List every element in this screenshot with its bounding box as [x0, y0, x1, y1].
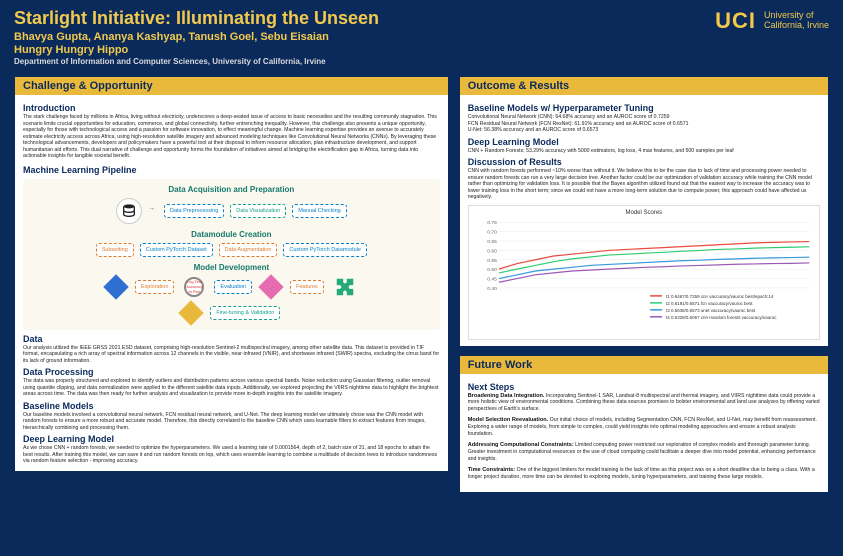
diamond-yellow-icon: [179, 300, 204, 325]
dataproc-heading: Data Processing: [23, 367, 440, 377]
challenge-panel: Challenge & Opportunity Introduction The…: [14, 76, 449, 472]
pipeline-diagram: Data Acquisition and Preparation Data Pr…: [23, 179, 440, 330]
chip-finetune: Fine-tuning & Validation: [210, 306, 280, 320]
chip-datamodule: Custom PyTorch Datamodule: [283, 243, 367, 257]
diamond-pink-icon: [258, 274, 283, 299]
poster-header: Starlight Initiative: Illuminating the U…: [0, 0, 843, 72]
results-panel: Outcome & Results Baseline Models w/ Hyp…: [459, 76, 829, 347]
chip-features: Features: [290, 280, 324, 294]
logo-subtext: University of California, Irvine: [764, 11, 829, 31]
chip-exploration: Exploration: [135, 280, 175, 294]
department: Department of Information and Computer S…: [14, 57, 829, 66]
model-scores-chart: Model Scores 0.40 0.45 0.50 0.55 0.60 0.65 0.7…: [468, 205, 820, 340]
bm-l3: U-Net: 56.38% accuracy and an AUROC scor…: [468, 127, 820, 134]
pipeline-s3-row: Exploration Log Test Accuracy In Run Eva…: [31, 276, 432, 298]
database-icon: [116, 198, 142, 224]
baseline-text: Our baseline models involved a convoluti…: [23, 412, 440, 432]
chip-subsetting: Subsetting: [96, 243, 134, 257]
data-text: Our analysis utilized the IEEE GRSS 2021…: [23, 345, 440, 365]
challenge-body: Introduction The stark challenge faced b…: [15, 95, 448, 471]
chart-svg: 0.40 0.45 0.50 0.55 0.60 0.65 0.70 0.75 t1 0.646…: [475, 218, 813, 328]
right-column: Outcome & Results Baseline Models w/ Hyp…: [459, 76, 829, 493]
uci-logo: UCI University of California, Irvine: [715, 8, 829, 34]
svg-text:0.50: 0.50: [487, 267, 497, 273]
pipeline-s2-title: Datamodule Creation: [31, 230, 432, 239]
results-body: Baseline Models w/ Hyperparameter Tuning…: [460, 95, 828, 346]
chart-title: Model Scores: [475, 210, 813, 216]
circle-icon: Log Test Accuracy In Run: [184, 277, 204, 297]
arrow-icon: [148, 210, 158, 211]
pipeline-heading: Machine Learning Pipeline: [23, 165, 440, 175]
dl-result-heading: Deep Learning Model: [468, 137, 820, 147]
pipeline-s3-row2: Fine-tuning & Validation: [31, 304, 432, 322]
future-heading: Future Work: [460, 356, 828, 374]
chip-evaluation: Evaluation: [214, 280, 252, 294]
intro-heading: Introduction: [23, 103, 440, 113]
baseline-heading: Baseline Models: [23, 401, 440, 411]
svg-text:0.45: 0.45: [487, 276, 497, 282]
future-item: Time Constraints: One of the biggest lim…: [468, 467, 820, 480]
discussion-heading: Discussion of Results: [468, 157, 820, 167]
team-name: Hungry Hungry Hippo: [14, 44, 829, 56]
deeplearn-heading: Deep Learning Model: [23, 434, 440, 444]
svg-text:t2 0.6191/0.6571 fcn vaccur: t2 0.6191/0.6571 fcn vaccuracy/vauroc be…: [666, 300, 753, 305]
poster-title: Starlight Initiative: Illuminating the U…: [14, 8, 829, 29]
svg-text:0.70: 0.70: [487, 229, 497, 235]
svg-text:0.40: 0.40: [487, 285, 497, 291]
chip-visualization: Data Visualization: [230, 204, 286, 218]
intro-text: The stark challenge faced by millions in…: [23, 114, 440, 160]
discussion-text: CNN with random forests performed ~10% w…: [468, 168, 820, 201]
chip-manual-check: Manual Checking: [292, 204, 347, 218]
deeplearn-text: As we chose CNN + random forests, we nee…: [23, 445, 440, 465]
future-item: Model Selection Reevaluation. Our initia…: [468, 417, 820, 437]
chip-pytorch-dataset: Custom PyTorch Dataset: [140, 243, 213, 257]
columns: Challenge & Opportunity Introduction The…: [0, 72, 843, 503]
pipeline-s3-title: Model Development: [31, 263, 432, 272]
future-panel: Future Work Next Steps Broadening Data I…: [459, 355, 829, 493]
pipeline-section-1: Data Acquisition and Preparation Data Pr…: [31, 185, 432, 224]
future-body: Next Steps Broadening Data Integration. …: [460, 374, 828, 492]
pipeline-section-2: Datamodule Creation Subsetting Custom Py…: [31, 230, 432, 257]
pipeline-s1-title: Data Acquisition and Preparation: [31, 185, 432, 194]
future-item: Broadening Data Integration. Incorporati…: [468, 393, 820, 413]
pipeline-section-3: Model Development Exploration Log Test A…: [31, 263, 432, 322]
dl-l1: CNN + Random Forests: 53.29% accuracy wi…: [468, 148, 820, 155]
svg-text:t1 0.6467/0.7259 cnn vaccur: t1 0.6467/0.7259 cnn vaccuracy/vauroc be…: [666, 293, 774, 298]
chip-preprocessing: Data Preprocessing: [164, 204, 224, 218]
puzzle-icon: [334, 276, 356, 298]
svg-text:0.65: 0.65: [487, 239, 497, 245]
results-heading: Outcome & Results: [460, 77, 828, 95]
svg-text:0.75: 0.75: [487, 220, 497, 226]
pipeline-s2-row: Subsetting Custom PyTorch Dataset Data A…: [31, 243, 432, 257]
authors: Bhavya Gupta, Ananya Kashyap, Tanush Goe…: [14, 31, 829, 43]
bm-tune-heading: Baseline Models w/ Hyperparameter Tuning: [468, 103, 820, 113]
future-item: Addressing Computational Constraints: Li…: [468, 442, 820, 462]
svg-text:t4 0.5329/0.6057 cnn+random: t4 0.5329/0.6057 cnn+random forests vacc…: [666, 314, 777, 319]
svg-text:t3 0.5638/0.6573 unet vaccur: t3 0.5638/0.6573 unet vaccuracy/vauroc b…: [666, 307, 756, 312]
pipeline-s1-row: Data Preprocessing Data Visualization Ma…: [31, 198, 432, 224]
data-heading: Data: [23, 334, 440, 344]
diamond-blue-icon: [103, 274, 128, 299]
challenge-heading: Challenge & Opportunity: [15, 77, 448, 95]
chip-augmentation: Data Augmentation: [219, 243, 278, 257]
nextsteps-heading: Next Steps: [468, 382, 820, 392]
left-column: Challenge & Opportunity Introduction The…: [14, 76, 449, 493]
dataproc-text: The data was properly structured and exp…: [23, 378, 440, 398]
svg-text:0.55: 0.55: [487, 257, 497, 263]
logo-uci-text: UCI: [715, 8, 756, 34]
svg-text:0.60: 0.60: [487, 248, 497, 254]
future-items: Broadening Data Integration. Incorporati…: [468, 393, 820, 481]
